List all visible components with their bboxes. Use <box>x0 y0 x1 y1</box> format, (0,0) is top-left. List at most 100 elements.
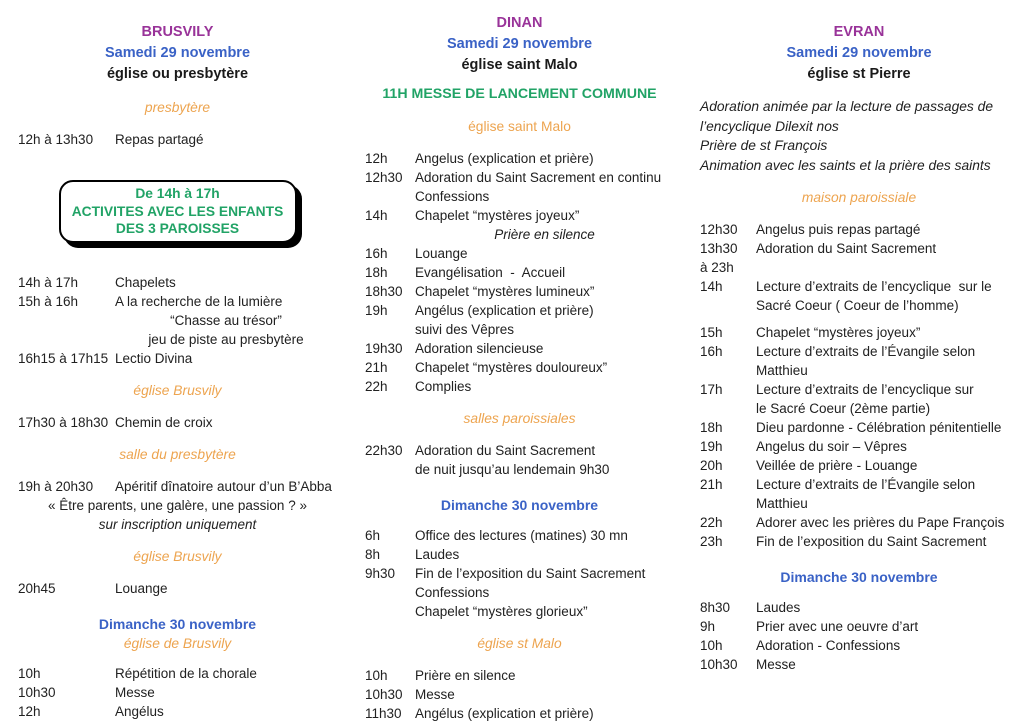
event-label: « Être parents, une galère, une passion … <box>48 497 307 513</box>
event-row: 20h Veillée de prière - Louange <box>700 456 1018 475</box>
event-label: Confessions <box>415 585 490 600</box>
date-heading: Samedi 29 novembre <box>446 36 593 52</box>
event-time: 10h30 <box>365 687 403 702</box>
schedule-rows: 12h Angelus (explication et prière) 12h30 A… <box>365 149 674 396</box>
event-time: 16h <box>700 344 723 359</box>
venue-heading: église Brusvily <box>133 382 222 398</box>
event-row: sur inscription uniquement <box>18 515 337 534</box>
schedule-blocks-dinan: 11H MESSE DE LANCEMENT COMMUNE église sai… <box>365 84 674 723</box>
event-row: 14h Chapelet “mystères joyeux” <box>365 206 674 225</box>
event-row: 19h Angélus (explication et prière) <box>365 301 674 320</box>
event-row: 21h Chapelet “mystères douloureux” <box>365 358 674 377</box>
schedule-rows: 22h30 Adoration du Saint Sacrement de nuit… <box>365 441 674 479</box>
location-heading: église st Pierre <box>807 66 911 82</box>
column-header-evran: EVRAN Samedi 29 novembre église st Pierr… <box>700 22 1018 85</box>
event-label: Messe <box>115 684 155 700</box>
event-row: 17h Lecture d’extraits de l’encyclique su… <box>700 380 1018 399</box>
event-row: 22h30 Adoration du Saint Sacrement <box>365 441 674 460</box>
event-row: 10h Adoration - Confessions <box>700 636 1018 655</box>
event-time: 22h30 <box>365 443 403 458</box>
event-row: 19h Angelus du soir – Vêpres <box>700 437 1018 456</box>
event-label: Laudes <box>756 600 801 615</box>
event-row: Matthieu <box>700 494 1018 513</box>
event-time: 10h30 <box>18 684 56 700</box>
event-label: “Chasse au trésor” <box>170 312 282 328</box>
venue-heading: église st Malo <box>477 636 562 651</box>
event-row: 10h30 Messe <box>700 655 1018 674</box>
event-time: 22h <box>700 515 723 530</box>
event-row: 14h Lecture d’extraits de l’encyclique su… <box>700 277 1018 296</box>
schedule-rows: 6h Office des lectures (matines) 30 mn 8h L… <box>365 526 674 621</box>
schedule-rows: 17h30 à 18h30 Chemin de croix <box>18 413 337 432</box>
venue-heading: église Brusvily <box>133 548 222 564</box>
event-row: 15h à 16h A la recherche de la lumière <box>18 292 337 311</box>
activities-box-line: ACTIVITES AVEC LES ENFANTS <box>71 203 284 219</box>
event-label <box>756 258 1018 277</box>
activities-box-line: DES 3 PAROISSES <box>115 221 240 236</box>
event-label: Adoration - Confessions <box>756 638 901 653</box>
event-time <box>365 460 415 479</box>
event-row: 13h30 Adoration du Saint Sacrement <box>700 239 1018 258</box>
schedule-rows: 10h Répétition de la chorale 10h30 Messe 12h… <box>18 664 337 721</box>
event-time <box>18 311 115 330</box>
event-time: 21h <box>700 477 723 492</box>
event-label: suivi des Vêpres <box>415 322 515 337</box>
day-heading: Dimanche 30 novembre <box>780 569 938 585</box>
parish-name: DINAN <box>496 15 543 31</box>
event-label: Angelus du soir – Vêpres <box>756 439 907 454</box>
event-time: 14h <box>700 279 723 294</box>
event-label: Angélus <box>115 703 164 719</box>
event-time: 16h <box>365 246 388 261</box>
event-label: Chapelet “mystères glorieux” <box>415 604 588 619</box>
location-heading: église ou presbytère <box>106 66 249 82</box>
event-time <box>18 330 115 349</box>
schedule-rows: 8h30 Laudes 9h Prier avec une oeuvre d’art 1… <box>700 598 1018 674</box>
schedule-rows: 12h à 13h30 Repas partagé <box>18 130 337 149</box>
event-time <box>700 296 756 315</box>
event-label: Evangélisation - Accueil <box>415 265 566 280</box>
event-row: 21h Lecture d’extraits de l’Évangile selo… <box>700 475 1018 494</box>
day-heading: Dimanche 30 novembre <box>440 497 599 513</box>
event-label: Répétition de la chorale <box>115 665 257 681</box>
event-time: 9h <box>700 619 716 634</box>
event-row: 12h à 13h30 Repas partagé <box>18 130 337 149</box>
event-time: 11h30 <box>365 706 402 721</box>
event-time <box>700 399 756 418</box>
event-row: 10h Prière en silence <box>365 666 674 685</box>
event-label: le Sacré Coeur (2ème partie) <box>756 401 931 416</box>
column-evran: EVRAN Samedi 29 novembre église st Pierr… <box>682 0 1024 724</box>
event-time: 12h30 <box>700 222 738 237</box>
event-label: Louange <box>115 580 168 596</box>
event-row: Matthieu <box>700 361 1018 380</box>
event-row: Confessions <box>365 583 674 602</box>
event-label: Fin de l’exposition du Saint Sacrement <box>415 566 646 581</box>
event-row: « Être parents, une galère, une passion … <box>18 496 337 515</box>
date-heading: Samedi 29 novembre <box>104 45 251 61</box>
event-row: 20h45 Louange <box>18 579 337 598</box>
event-label: Veillée de prière - Louange <box>756 458 918 473</box>
event-time: 19h <box>700 439 723 454</box>
schedule-blocks-evran: Adoration animée par la lecture de passa… <box>700 97 1018 674</box>
schedule-rows: 20h45 Louange <box>18 579 337 598</box>
event-label: Angelus puis repas partagé <box>756 222 921 237</box>
event-row: 16h15 à 17h15 Lectio Divina <box>18 349 337 368</box>
venue-heading: église saint Malo <box>468 119 571 134</box>
event-row: 17h30 à 18h30 Chemin de croix <box>18 413 337 432</box>
event-row: 12h Angélus <box>18 702 337 721</box>
event-time: 14h <box>365 208 388 223</box>
event-time: 14h à 17h <box>18 274 79 290</box>
event-row: “Chasse au trésor” <box>18 311 337 330</box>
event-label: Lecture d’extraits de l’Évangile selon <box>756 477 976 492</box>
event-label: Messe <box>415 687 455 702</box>
venue-heading: salles paroissiales <box>463 411 576 426</box>
event-label: Prière en silence <box>494 227 595 242</box>
event-label: Sacré Coeur ( Coeur de l’homme) <box>756 298 959 313</box>
event-time: 19h à 20h30 <box>18 478 94 494</box>
event-label: Messe <box>756 657 796 672</box>
event-label: Fin de l’exposition du Saint Sacrement <box>756 534 987 549</box>
event-time: 18h <box>700 420 723 435</box>
event-label: Adoration du Saint Sacrement en continu <box>415 170 662 185</box>
event-time <box>365 320 415 339</box>
event-time: 8h30 <box>700 600 731 615</box>
event-row: 19h à 20h30 Apéritif dînatoire autour d’u… <box>18 477 337 496</box>
